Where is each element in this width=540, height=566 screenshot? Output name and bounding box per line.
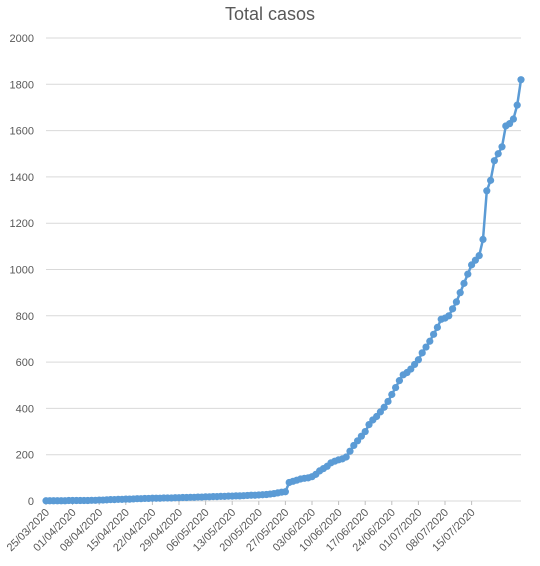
data-point — [517, 76, 525, 84]
data-point — [430, 330, 438, 338]
data-point — [452, 298, 460, 306]
data-point — [494, 150, 502, 158]
data-point — [456, 289, 464, 297]
y-tick-label: 200 — [16, 450, 34, 462]
x-axis: 25/03/202001/04/202008/04/202015/04/2020… — [5, 501, 478, 554]
data-point — [361, 427, 369, 436]
data-point — [460, 279, 468, 287]
data-point — [395, 377, 403, 385]
data-point — [281, 488, 289, 496]
data-point — [414, 356, 422, 364]
data-point — [392, 383, 400, 392]
data-point — [418, 349, 426, 357]
y-tick-label: 1400 — [10, 172, 34, 184]
data-point — [426, 337, 434, 345]
data-point — [449, 305, 457, 313]
chart-title: Total casos — [224, 4, 316, 24]
series-points — [42, 76, 525, 505]
data-point — [498, 143, 506, 151]
y-tick-label: 1200 — [10, 218, 34, 230]
data-point — [487, 176, 495, 184]
data-point — [509, 115, 517, 123]
data-point — [346, 447, 354, 455]
data-point — [475, 252, 483, 260]
data-point — [483, 187, 491, 195]
data-point — [513, 101, 521, 109]
data-point — [464, 270, 472, 278]
data-point — [479, 235, 487, 244]
data-point — [388, 390, 396, 399]
y-tick-label: 400 — [16, 403, 34, 415]
y-tick-label: 800 — [16, 311, 34, 323]
data-point — [422, 343, 430, 351]
data-point — [445, 312, 453, 320]
series-line-path — [46, 79, 523, 503]
series-line — [46, 79, 523, 503]
y-tick-label: 1000 — [10, 265, 34, 277]
data-point — [342, 453, 350, 461]
y-axis: 0 200 400 600 800 1000 1200 1400 1600 1800 2000 — [10, 33, 34, 508]
data-point — [433, 323, 441, 331]
data-point — [490, 157, 498, 165]
y-tick-label: 1600 — [10, 126, 34, 138]
data-point — [380, 403, 388, 411]
y-tick-label: 600 — [16, 357, 34, 369]
y-tick-label: 0 — [28, 496, 34, 508]
y-tick-label: 1800 — [10, 79, 34, 91]
y-tick-label: 2000 — [10, 33, 34, 45]
data-point — [384, 397, 392, 406]
gridlines — [46, 37, 521, 502]
